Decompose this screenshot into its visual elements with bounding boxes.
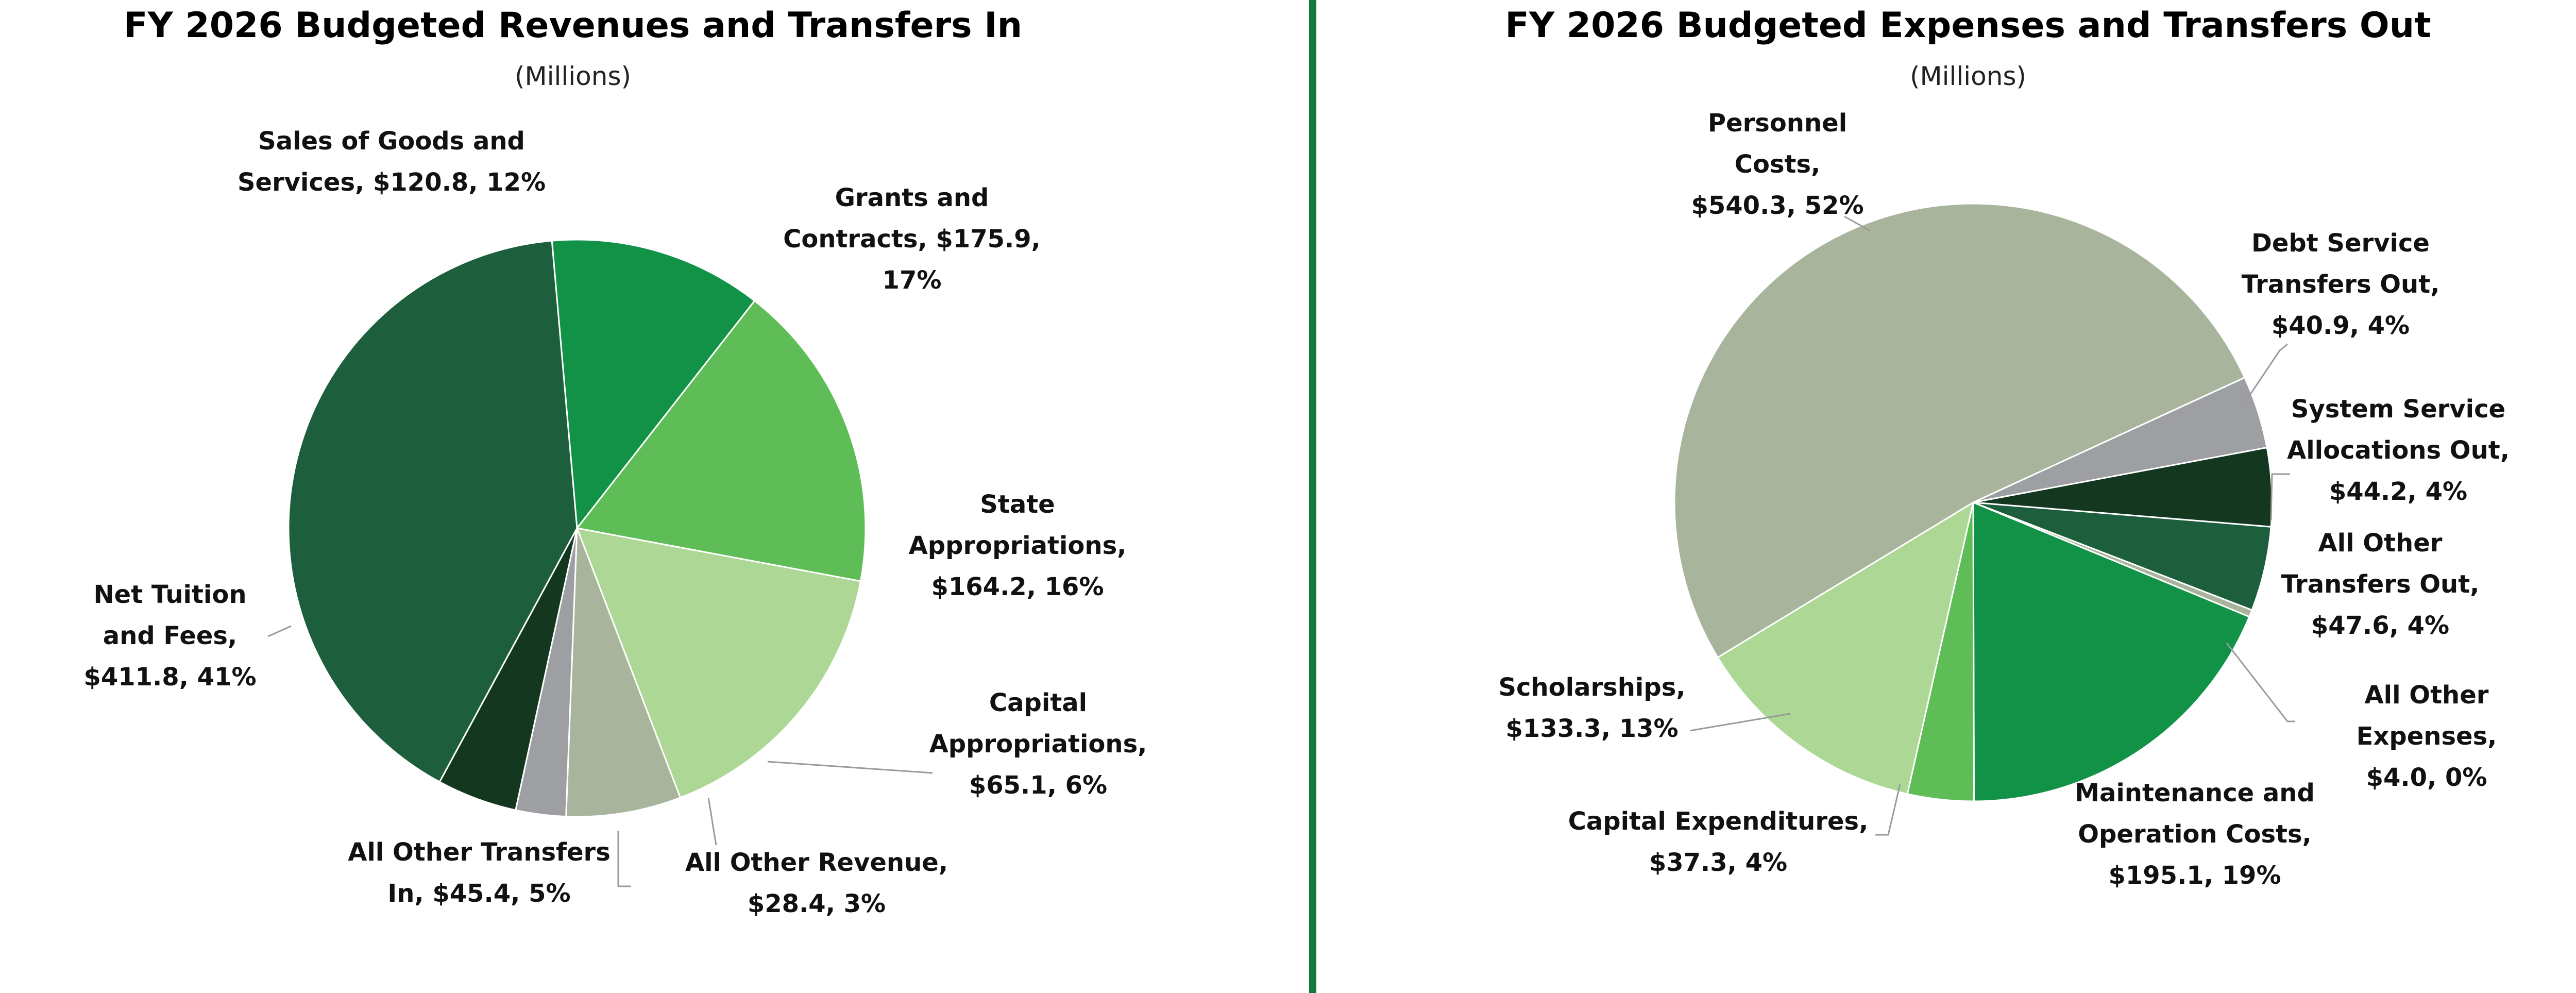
leader-line-system-service-allocations-out xyxy=(2270,473,2290,521)
slice-scholarships xyxy=(1717,500,1975,795)
data-label-line: Contracts, $175.9, xyxy=(783,225,1041,254)
data-label-line: $164.2, 16% xyxy=(931,573,1104,601)
data-label-line: Net Tuition xyxy=(93,580,246,609)
expense-leader-lines xyxy=(1689,215,2295,836)
slice-grants-and-contracts xyxy=(575,299,867,582)
data-label-net-tuition-and-fees: Net Tuition and Fees, $411.8, 41% xyxy=(83,580,256,692)
leader-line-capital-expenditures xyxy=(1875,784,1901,836)
data-label-line: $411.8, 41% xyxy=(83,663,256,692)
data-label-line: Allocations Out, xyxy=(2287,436,2510,465)
leader-line-personnel-costs xyxy=(1844,215,1871,232)
data-label-line: Maintenance and xyxy=(2075,779,2315,807)
data-label-line: All Other xyxy=(2365,681,2489,710)
data-label-line: Expenses, xyxy=(2357,722,2497,751)
leader-line-all-other-transfers-in xyxy=(617,831,631,887)
slice-all-other-transfers-in xyxy=(438,528,578,811)
leader-line-net-tuition-and-fees xyxy=(267,625,292,637)
data-label-all-other-transfers-out: All Other Transfers Out, $47.6, 4% xyxy=(2281,529,2480,640)
data-label-line: Costs, xyxy=(1735,150,1821,179)
data-label-debt-service-transfers-out: Debt Service Transfers Out, $40.9, 4% xyxy=(2242,229,2440,340)
revenue-data-labels: Sales of Goods and Services, $120.8, 12% G… xyxy=(83,127,1147,918)
expense-chart-subtitle: (Millions) xyxy=(1910,61,2026,91)
data-label-line: Operation Costs, xyxy=(2078,820,2312,849)
expense-pie-slices xyxy=(1673,203,2273,802)
data-label-all-other-expenses: All Other Expenses, $4.0, 0% xyxy=(2357,681,2497,792)
slice-state-appropriations xyxy=(575,527,862,799)
slice-all-other-transfers-out xyxy=(1973,501,2272,611)
data-label-line: 17% xyxy=(883,266,942,295)
data-label-system-service-allocations-out: System Service Allocations Out, $44.2, 4% xyxy=(2287,395,2510,506)
data-label-line: Capital Expenditures, xyxy=(1568,807,1869,836)
data-label-line: State xyxy=(980,490,1055,519)
data-label-line: System Service xyxy=(2291,395,2505,424)
revenue-chart-title: FY 2026 Budgeted Revenues and Transfers … xyxy=(124,5,1022,46)
data-label-line: Transfers Out, xyxy=(2242,270,2440,299)
data-label-line: $195.1, 19% xyxy=(2108,861,2281,890)
revenue-chart-subtitle: (Millions) xyxy=(515,61,631,91)
data-label-line: In, $45.4, 5% xyxy=(387,879,570,908)
leader-line-debt-service-transfers-out xyxy=(2244,343,2288,402)
data-label-line: Scholarships, xyxy=(1498,673,1685,702)
data-label-line: and Fees, xyxy=(103,621,237,650)
slice-net-tuition-and-fees xyxy=(287,240,578,783)
slice-personnel-costs xyxy=(1673,203,2246,659)
data-label-all-other-revenue: All Other Revenue, $28.4, 3% xyxy=(685,848,948,918)
expense-chart-title: FY 2026 Budgeted Expenses and Transfers … xyxy=(1505,5,2431,46)
leader-line-all-other-expenses xyxy=(2226,643,2295,722)
data-label-line: Appropriations, xyxy=(929,730,1147,759)
leader-line-scholarships xyxy=(1689,713,1791,732)
data-label-capital-expenditures: Capital Expenditures, $37.3, 4% xyxy=(1568,807,1869,877)
data-label-line: $4.0, 0% xyxy=(2366,763,2487,792)
slice-sales-of-goods-and-services xyxy=(551,239,756,530)
data-label-line: Transfers Out, xyxy=(2281,570,2480,599)
data-label-grants-and-contracts: Grants and Contracts, $175.9, 17% xyxy=(783,183,1041,295)
slice-capital-appropriations xyxy=(565,528,682,818)
data-label-line: Services, $120.8, 12% xyxy=(238,168,546,197)
data-label-sales-of-goods-and-services: Sales of Goods and Services, $120.8, 12% xyxy=(238,127,546,197)
data-label-line: All Other Transfers xyxy=(348,838,611,867)
data-label-line: $37.3, 4% xyxy=(1649,848,1787,877)
data-label-line: $65.1, 6% xyxy=(969,771,1107,800)
data-label-line: Capital xyxy=(989,688,1087,717)
data-label-line: All Other Revenue, xyxy=(685,848,948,877)
data-label-personnel-costs: Personnel Costs, $540.3, 52% xyxy=(1691,109,1863,220)
data-label-maintenance-and-operation-costs: Maintenance and Operation Costs, $195.1, 1… xyxy=(2075,779,2315,890)
data-label-line: $540.3, 52% xyxy=(1691,191,1863,220)
data-label-line: $133.3, 13% xyxy=(1505,714,1678,743)
revenue-leader-lines xyxy=(267,625,933,887)
data-label-line: $47.6, 4% xyxy=(2311,611,2449,640)
data-label-capital-appropriations: Capital Appropriations, $65.1, 6% xyxy=(929,688,1147,800)
data-label-scholarships: Scholarships, $133.3, 13% xyxy=(1498,673,1685,743)
revenue-pie-chart: FY 2026 Budgeted Revenues and Transfers … xyxy=(83,5,1147,918)
data-label-all-other-transfers-in: All Other Transfers In, $45.4, 5% xyxy=(348,838,611,908)
leader-line-all-other-revenue xyxy=(707,797,717,846)
slice-maintenance-and-operation-costs xyxy=(1972,501,2250,802)
data-label-state-appropriations: State Appropriations, $164.2, 16% xyxy=(909,490,1127,601)
data-label-line: Personnel xyxy=(1708,109,1847,138)
revenue-pie-slices xyxy=(287,239,867,818)
leader-line-capital-appropriations xyxy=(767,761,933,774)
data-label-line: $44.2, 4% xyxy=(2329,477,2467,506)
data-label-line: Debt Service xyxy=(2251,229,2430,258)
data-label-line: Appropriations, xyxy=(909,531,1127,560)
data-label-line: Grants and xyxy=(835,183,989,212)
data-label-line: $28.4, 3% xyxy=(748,889,886,918)
expense-pie-chart: FY 2026 Budgeted Expenses and Transfers … xyxy=(1498,5,2509,890)
data-label-line: $40.9, 4% xyxy=(2272,311,2410,340)
expense-data-labels: Debt Service Transfers Out, $40.9, 4% Syste… xyxy=(1498,109,2509,890)
data-label-line: All Other xyxy=(2318,529,2443,558)
data-label-line: Sales of Goods and xyxy=(258,127,525,156)
